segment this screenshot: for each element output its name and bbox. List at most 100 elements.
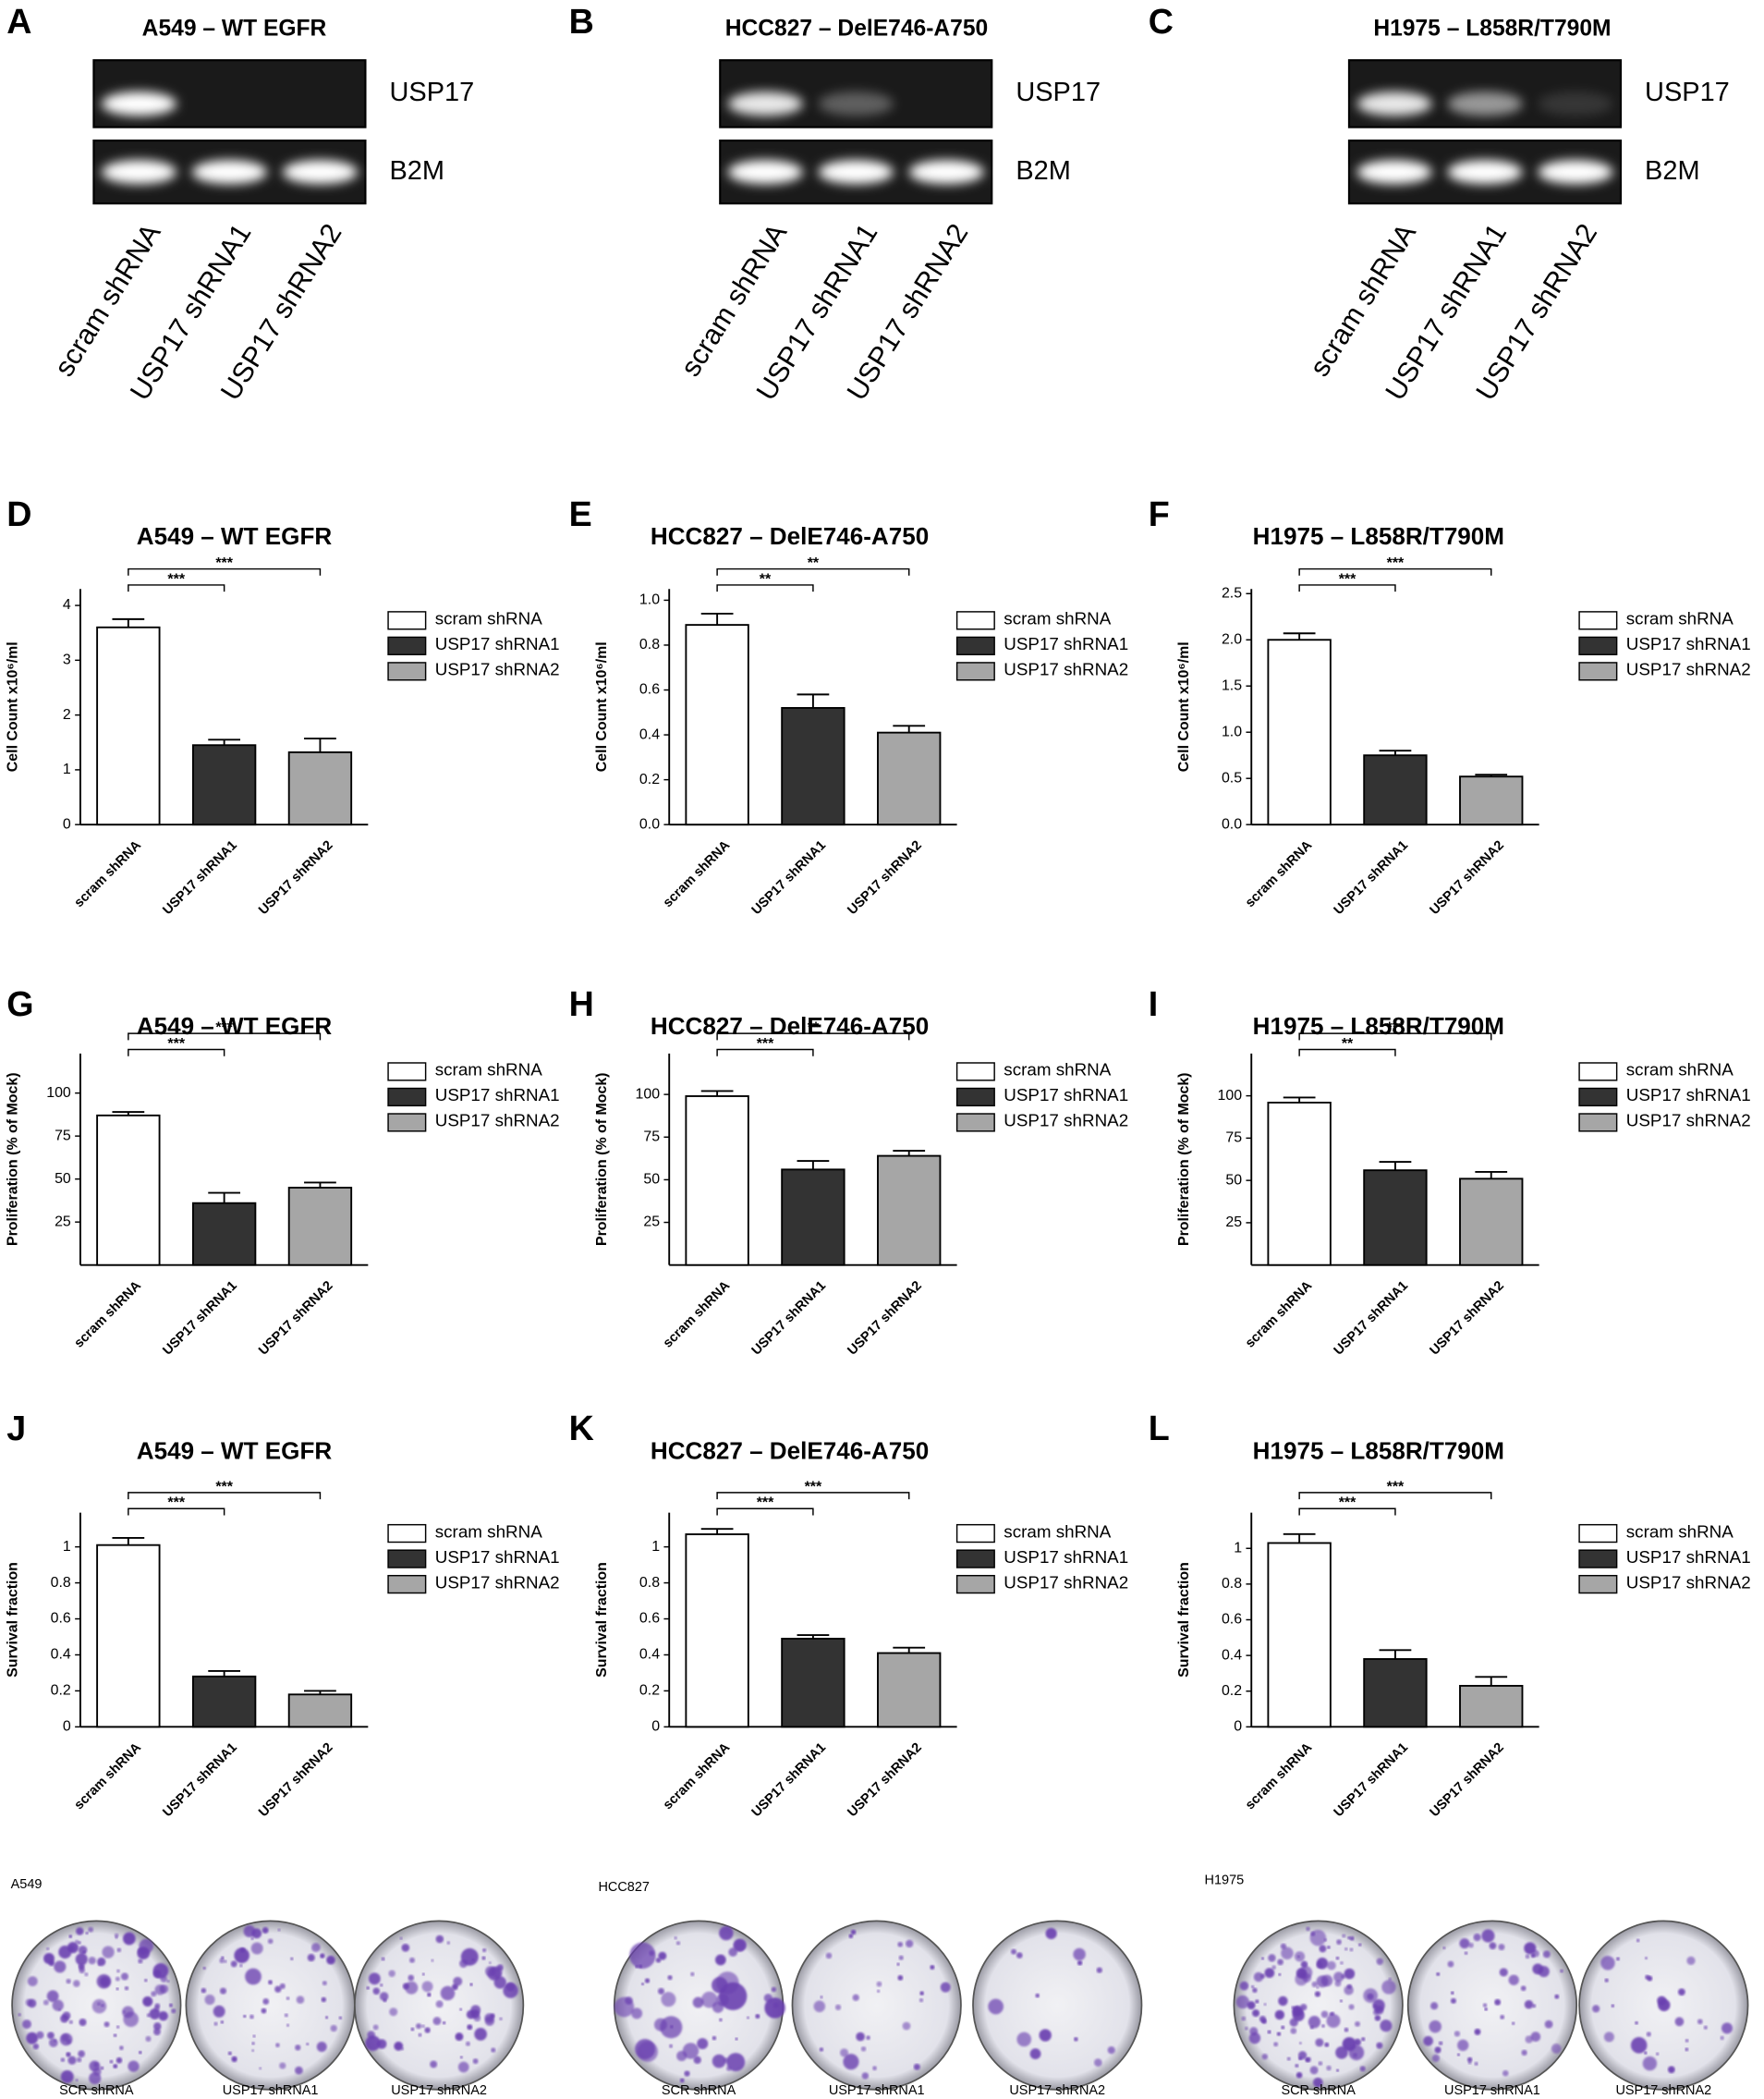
legend-swatch [387,611,427,630]
colony [690,1971,695,1977]
colony [472,2058,479,2064]
colony [1342,1934,1346,1938]
colony [262,1998,270,2005]
colony [440,1985,456,2001]
colony [1484,2007,1488,2011]
panel-letter: A [6,2,31,41]
colony [251,1928,262,1939]
colony [1380,2020,1393,2032]
colony [913,2063,920,2070]
gel-band [1447,160,1523,185]
colony [122,2006,134,2019]
colony [460,1947,479,1966]
colony [88,1926,94,1933]
colony [279,1983,286,1990]
colony [166,1980,170,1983]
y-tick-label: 0 [63,1719,71,1735]
colony [1107,2046,1115,2055]
chart-title: A549 – WT EGFR [137,522,333,550]
x-tick-label: USP17 shRNA1 [1332,838,1411,918]
colony [719,1925,734,1941]
colony [60,2069,74,2083]
band-label: USP17 [1016,78,1101,107]
colony [457,2061,469,2073]
colony [68,1934,73,1938]
colony [1323,1938,1327,1942]
gel-title: A549 – WT EGFR [142,16,327,41]
colony [67,2056,77,2065]
x-tick-label: scram shRNA [72,837,145,910]
colony [431,1959,434,1962]
colony [897,1975,904,1981]
colony [902,2021,911,2031]
y-tick-label: 0.4 [51,1647,71,1663]
colony [465,2041,470,2046]
colony [1094,2058,1102,2067]
x-tick-label: USP17 shRNA2 [256,838,335,918]
colony [649,1950,655,1957]
colony [113,2064,118,2068]
colony [825,1952,833,1959]
colony [239,1963,243,1968]
colony [310,1943,321,1952]
chart-title: H1975 – L858R/T790M [1253,522,1504,550]
colony [1309,2066,1319,2075]
colony [453,1976,463,1986]
bar [1363,754,1428,826]
colony [919,1991,924,1995]
colony [405,1981,419,1995]
gel-band [1538,160,1613,185]
colony [243,2014,247,2019]
colony [1348,2044,1365,2061]
colony [1524,2000,1534,2009]
colony [152,1970,162,1978]
legend-swatch [1578,1113,1618,1132]
colony [856,2032,865,2042]
colony [1353,2053,1357,2058]
colony [421,2024,425,2029]
colony [1039,2029,1052,2042]
colony [1494,1998,1502,2006]
colony [85,1931,89,1935]
y-tick-label: 0.0 [1222,816,1242,832]
significance-bracket [716,567,910,576]
colony [153,2022,162,2031]
colony [1674,2017,1685,2027]
significance-bracket [716,1048,814,1056]
bar [1459,1178,1524,1266]
colony [1349,1935,1355,1941]
colony [1508,1974,1519,1985]
colony [47,2032,55,2040]
x-tick-label: USP17 shRNA1 [1332,1740,1411,1820]
y-axis-label: Survival fraction [6,1562,21,1678]
significance-label: *** [215,1479,233,1495]
colony [747,2016,749,2020]
colony [279,2062,286,2069]
y-tick-label: 2 [63,707,71,723]
colony [1320,2010,1329,2019]
significance-label: *** [167,1495,185,1511]
x-tick-label: USP17 shRNA1 [160,838,239,918]
colony [128,2060,140,2072]
colony [1355,2020,1360,2027]
chart-title: HCC827 – DelE746-A750 [651,1436,929,1464]
x-tick-label: USP17 shRNA2 [1427,838,1506,918]
colony [22,2020,31,2030]
colony [1603,2032,1614,2043]
colony [820,1995,823,1999]
colony [123,1932,136,1946]
colony [1456,2053,1461,2056]
significance-bracket [1298,584,1396,592]
colony [726,2053,746,2072]
colony [1498,1944,1505,1951]
colony [1349,1947,1354,1952]
colony [224,1959,227,1963]
x-tick-label: USP17 shRNA2 [256,1740,335,1820]
colony [158,2010,168,2021]
colony [712,2001,724,2013]
y-tick-label: 2.0 [1222,631,1242,647]
colony [1434,2046,1442,2054]
y-tick-label: 100 [635,1086,660,1102]
legend-label: scram shRNA [435,609,542,628]
colony [1611,2004,1615,2007]
